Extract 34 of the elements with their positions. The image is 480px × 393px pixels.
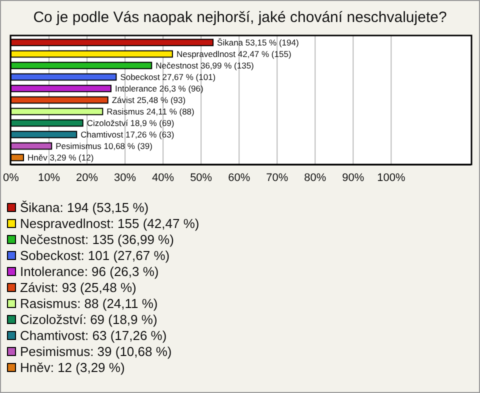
legend-label: Nečestnost: 135 (36,99 %)	[20, 232, 174, 247]
data-label: Nečestnost 36,99 % (135)	[156, 60, 254, 70]
data-label: Závist 25,48 % (93)	[112, 95, 186, 105]
legend-label: Chamtivost: 63 (17,26 %)	[20, 328, 167, 343]
legend-label: Závist: 93 (25,48 %)	[20, 280, 136, 295]
x-tick-label: 60%	[228, 172, 250, 184]
legend-label: Cizoložství: 69 (18,9 %)	[20, 312, 158, 327]
legend-label: Hněv: 12 (3,29 %)	[20, 360, 125, 375]
data-label: Rasismus 24,11 % (88)	[106, 106, 195, 117]
x-tick-label: 40%	[152, 172, 174, 184]
data-label: Šikana 53,15 % (194)	[217, 37, 299, 48]
legend-label: Sobeckost: 101 (27,67 %)	[20, 248, 170, 263]
data-label: Nespravedlnost 42,47 % (155)	[176, 48, 292, 59]
data-label: Cizoložství 18,9 % (69)	[86, 118, 174, 128]
x-tick-label: 50%	[190, 172, 212, 184]
x-tick-label: 0%	[3, 172, 20, 184]
data-label: Hněv 3,29 % (12)	[28, 152, 94, 163]
x-tick-label: 90%	[342, 172, 364, 184]
chart-title: Co je podle Vás naopak nejhorší, jaké chování neschvalujete?	[33, 9, 447, 26]
legend-label: Intolerance: 96 (26,3 %)	[20, 264, 159, 279]
x-tick-label: 20%	[76, 172, 98, 184]
x-tick-label: 70%	[266, 172, 288, 184]
legend-label: Šikana: 194 (53,15 %)	[20, 200, 149, 215]
legend-label: Pesimismus: 39 (10,68 %)	[20, 344, 172, 359]
legend-label: Nespravedlnost: 155 (42,47 %)	[20, 216, 200, 231]
x-tick-label: 80%	[304, 172, 326, 184]
x-tick-label: 10%	[38, 172, 60, 184]
legend-label: Rasismus: 88 (24,11 %)	[20, 296, 158, 311]
data-label: Pesimismus 10,68 % (39)	[56, 141, 153, 152]
data-label: Intolerance 26,3 % (96)	[114, 83, 204, 94]
data-label: Sobeckost 27,67 % (101)	[120, 72, 216, 82]
data-label: Chamtivost 17,26 % (63)	[80, 130, 174, 140]
x-tick-label: 100%	[377, 172, 406, 184]
x-tick-label: 30%	[114, 172, 136, 184]
